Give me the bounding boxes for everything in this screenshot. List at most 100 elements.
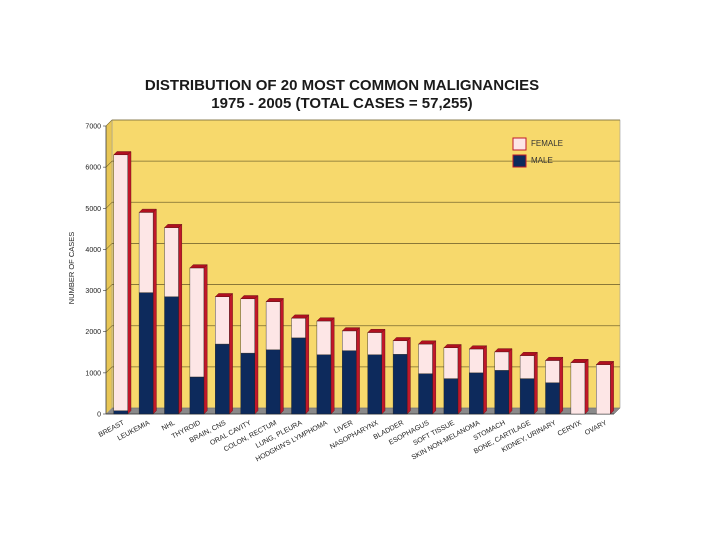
bar-female (469, 348, 484, 374)
legend-swatch-male (512, 154, 527, 168)
bar-female (596, 364, 611, 415)
bar-male (291, 337, 306, 415)
bar-male (443, 378, 459, 415)
bar-female (494, 351, 509, 371)
gridline-side (105, 243, 113, 250)
bar-side-face (508, 348, 513, 415)
gridline-side (105, 325, 113, 332)
bar-side-face (559, 356, 563, 415)
bar-female (291, 317, 306, 339)
bar-female (189, 267, 205, 378)
bar-side-face (584, 358, 589, 415)
bar-male (545, 382, 560, 415)
bar-male (138, 292, 154, 415)
bar-side-face (178, 223, 183, 415)
bar-female (316, 320, 332, 355)
y-tick-label: 6000 (85, 165, 101, 172)
y-tick-label: 2000 (85, 329, 101, 336)
bar-female (545, 360, 560, 383)
chart-title: DISTRIBUTION OF 20 MOST COMMON MALIGNANC… (145, 77, 539, 94)
bar-male (265, 349, 281, 415)
bar-male (418, 373, 433, 415)
bar-top-face (240, 295, 259, 299)
bar-female (519, 355, 535, 379)
bar-top-face (316, 317, 335, 322)
bar-side-face (127, 151, 132, 415)
bar-female (367, 332, 382, 355)
bar-top-face (113, 151, 132, 156)
bar-side-face (432, 340, 436, 415)
bar-top-face (392, 337, 411, 341)
bar-side-face (381, 328, 386, 415)
plot-floor (105, 407, 621, 415)
bar-side-face (229, 292, 233, 415)
legend-label-female: FEMALE (531, 139, 563, 148)
bar-top-face (164, 224, 183, 228)
bar-side-face (533, 351, 538, 415)
bar-female (342, 330, 357, 351)
bar-top-face (341, 327, 361, 332)
bar-top-face (519, 352, 538, 356)
bar-side-face (305, 314, 309, 415)
x-category-label: NHL (161, 420, 177, 433)
bar-female (215, 296, 230, 345)
bar-side-face (152, 208, 157, 415)
bar-female (164, 227, 179, 297)
bar-top-face (367, 329, 386, 333)
x-category-label: OVARY (584, 419, 609, 437)
bar-side-face (483, 345, 487, 415)
bar-top-face (189, 264, 208, 269)
bar-top-face (418, 340, 437, 345)
bar-male (494, 370, 509, 415)
bar-side-face (457, 343, 462, 415)
bar-side-face (406, 336, 411, 415)
y-tick-label: 0 (97, 412, 101, 419)
legend-swatch-female (512, 137, 527, 151)
bar-male (189, 376, 205, 415)
bar-top-face (214, 293, 234, 297)
bar-top-face (468, 345, 488, 350)
bar-male (392, 354, 408, 415)
bar-male (113, 410, 128, 415)
bar-male (342, 350, 357, 415)
bar-male (316, 354, 332, 415)
y-tick-label: 4000 (85, 247, 101, 254)
bar-female (443, 347, 459, 379)
bar-female (138, 212, 154, 293)
bar-male (164, 296, 179, 415)
bar-top-face (545, 357, 564, 361)
legend-label-male: MALE (531, 156, 553, 165)
bar-side-face (330, 317, 335, 415)
y-tick-label: 7000 (85, 124, 101, 131)
bar-top-face (265, 298, 284, 302)
y-tick-label: 5000 (85, 206, 101, 213)
gridline-side (105, 119, 113, 127)
bar-male (215, 343, 230, 415)
y-tick-label: 3000 (85, 288, 101, 295)
bar-side-face (356, 327, 360, 415)
bar-male (519, 378, 535, 415)
gridline-side (105, 160, 113, 168)
bar-top-face (595, 361, 615, 365)
y-axis-label: NUMBER OF CASES (67, 232, 76, 305)
bar-female (570, 362, 586, 415)
plot-area: 0 1000 2000 3000 4000 5000 6000 7000 NUMBER OF C… (67, 119, 621, 463)
bar-male (469, 372, 484, 415)
bar-top-face (291, 314, 310, 319)
bar-female (418, 343, 433, 374)
bar-top-face (138, 208, 157, 213)
bar-top-face (494, 348, 513, 353)
bar-side-face (610, 360, 614, 415)
bar-female (392, 340, 408, 355)
gridline-side (105, 284, 113, 291)
bar-top-face (570, 359, 589, 363)
bar-side-face (279, 297, 284, 415)
bar-top-face (443, 344, 462, 348)
bar-side-face (254, 295, 259, 415)
bar-female (113, 154, 128, 411)
bar-female (240, 298, 255, 354)
gridline-side (105, 366, 113, 374)
bar-side-face (203, 264, 208, 415)
gridline-side (105, 202, 113, 209)
